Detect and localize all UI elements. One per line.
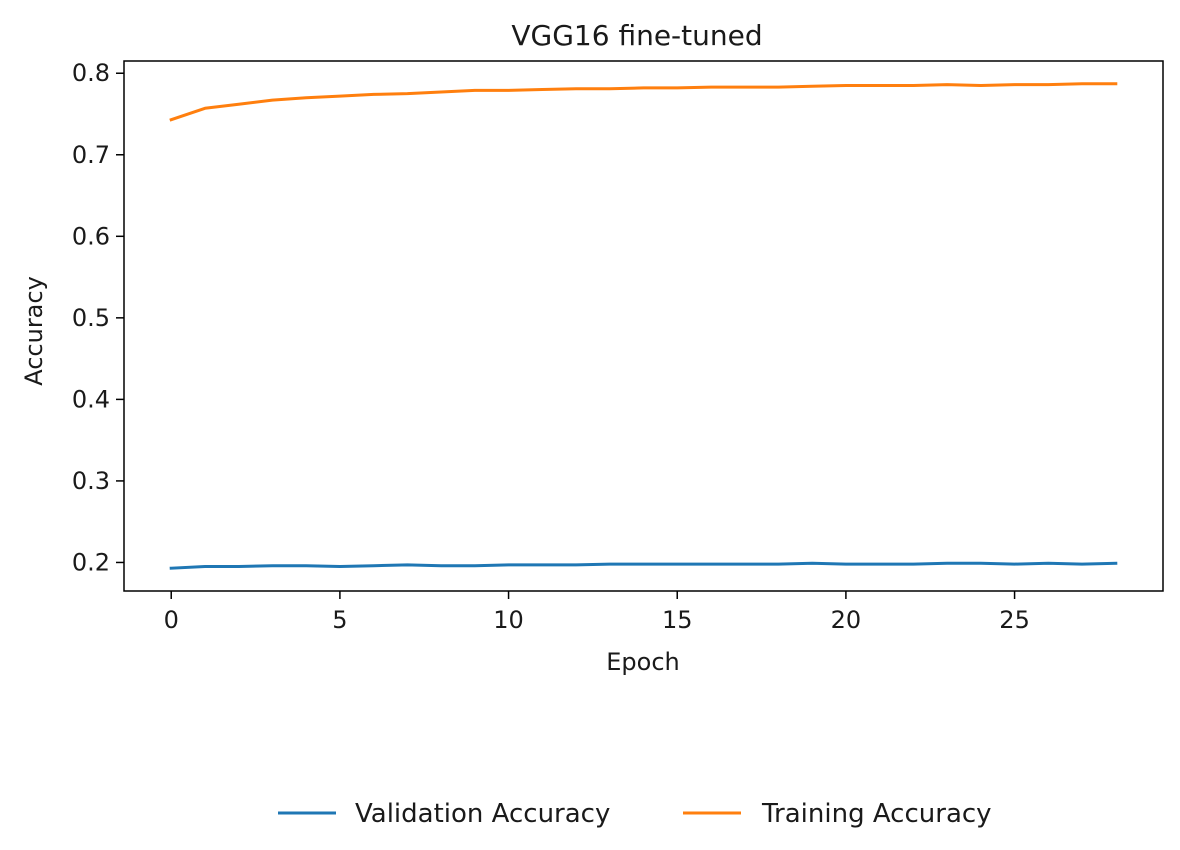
- legend: Validation Accuracy Training Accuracy: [278, 799, 992, 829]
- y-tick-label: 0.7: [72, 141, 110, 169]
- y-tick-label: 0.4: [72, 385, 110, 413]
- y-tick-label: 0.2: [72, 548, 110, 576]
- chart-title: VGG16 fine-tuned: [511, 19, 762, 52]
- ticks-layer: 0 5 10 15 20 25 0.2 0.3 0.4 0.5 0.6 0.7 0.8: [72, 59, 1030, 634]
- x-tick-label: 20: [831, 606, 862, 634]
- y-tick-label: 0.3: [72, 467, 110, 495]
- plot-area-frame: [123, 60, 1164, 592]
- x-tick-label: 10: [493, 606, 524, 634]
- x-tick-label: 25: [999, 606, 1030, 634]
- x-tick-label: 0: [164, 606, 179, 634]
- y-tick-label: 0.5: [72, 304, 110, 332]
- y-tick-label: 0.8: [72, 59, 110, 87]
- series-line-training-accuracy: [169, 82, 1118, 122]
- x-tick-label: 5: [332, 606, 347, 634]
- x-tick-label: 15: [662, 606, 693, 634]
- x-axis-label: Epoch: [606, 648, 680, 676]
- series-layer: [169, 82, 1118, 570]
- y-axis-label: Accuracy: [20, 276, 48, 386]
- series-line-validation-accuracy: [169, 561, 1118, 570]
- legend-label-training-accuracy: Training Accuracy: [761, 799, 992, 829]
- y-tick-label: 0.6: [72, 222, 110, 250]
- legend-label-validation-accuracy: Validation Accuracy: [355, 799, 610, 829]
